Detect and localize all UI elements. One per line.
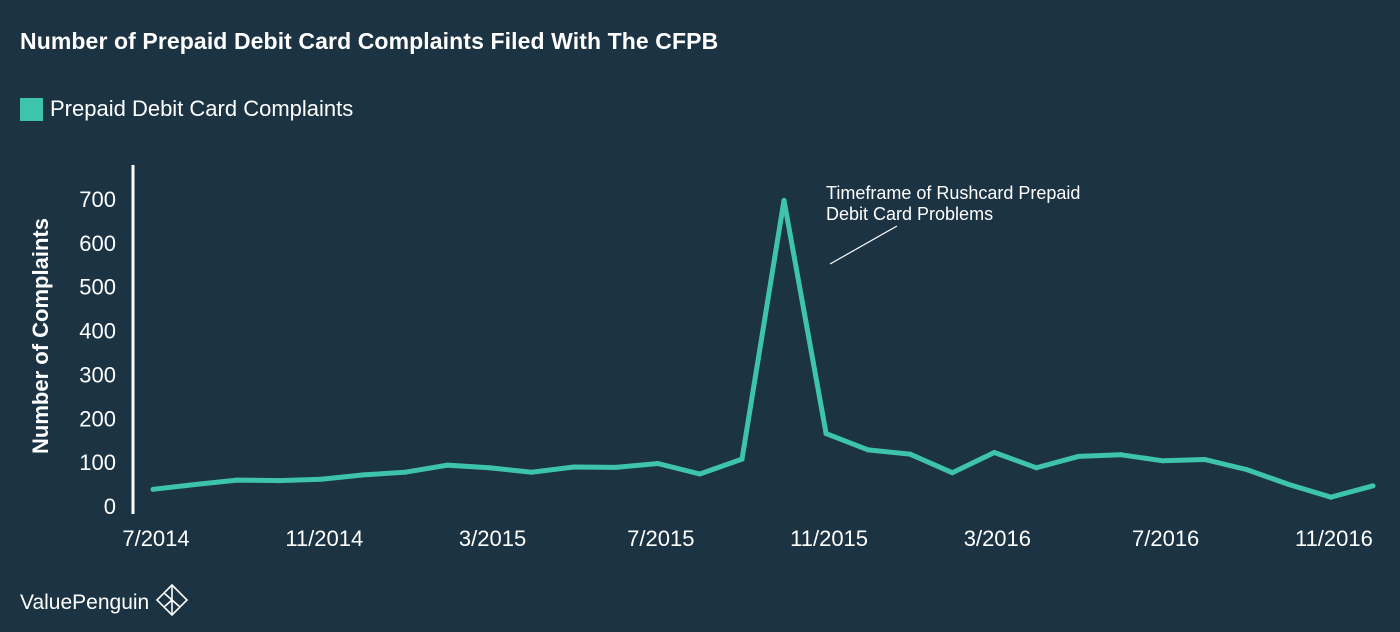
data-point: [150, 486, 156, 492]
y-tick-label: 100: [79, 450, 116, 475]
y-tick-label: 200: [79, 406, 116, 431]
valuepenguin-logo-icon: [155, 583, 189, 622]
data-point: [1033, 465, 1039, 471]
data-point: [529, 469, 535, 475]
y-axis-label: Number of Complaints: [28, 218, 53, 454]
series: [150, 197, 1376, 500]
annotation-leader-line: [829, 225, 898, 265]
data-point: [781, 197, 787, 203]
x-tick-label: 7/2015: [627, 526, 694, 551]
data-point: [1370, 483, 1376, 489]
chart-title: Number of Prepaid Debit Card Complaints …: [20, 28, 719, 54]
data-point: [949, 470, 955, 476]
y-tick-label: 0: [104, 494, 116, 519]
data-point: [318, 476, 324, 482]
data-point: [1076, 453, 1082, 459]
data-point: [192, 482, 198, 488]
data-point: [697, 471, 703, 477]
data-point: [1160, 458, 1166, 464]
y-tick-label: 600: [79, 231, 116, 256]
data-point: [613, 464, 619, 470]
brand-name: ValuePenguin: [20, 590, 150, 614]
legend-swatch: [20, 97, 43, 121]
data-point: [360, 472, 366, 478]
legend-label: Prepaid Debit Card Complaints: [50, 96, 354, 121]
chart-legend: Prepaid Debit Card Complaints: [20, 96, 353, 122]
annotation-text-line1: Timeframe of Rushcard Prepaid: [826, 183, 1080, 203]
data-point: [823, 431, 829, 437]
data-point: [402, 469, 408, 475]
data-point: [571, 464, 577, 470]
data-point: [1244, 467, 1250, 473]
data-point: [1286, 482, 1292, 488]
x-tick-label: 3/2016: [964, 526, 1031, 551]
y-tick-label: 400: [79, 319, 116, 344]
series-line-prepaid-debit-card-complaints: [152, 199, 1374, 500]
data-point: [991, 449, 997, 455]
y-tick-label: 300: [79, 362, 116, 387]
data-point: [1328, 494, 1334, 500]
data-point: [444, 462, 450, 468]
data-point: [1202, 457, 1208, 463]
x-tick-label: 3/2015: [459, 526, 526, 551]
y-tick-label: 700: [79, 187, 116, 212]
data-point: [655, 460, 661, 466]
tick-labels: 0 100 200 300 400 500 600 700 7/2014 11/2014 3/201…: [79, 187, 1373, 551]
x-tick-label: 11/2015: [790, 526, 868, 551]
x-tick-label: 7/2014: [122, 526, 189, 551]
brand-footer: ValuePenguin: [20, 583, 189, 622]
data-point: [276, 478, 282, 484]
data-point: [865, 447, 871, 453]
data-point: [487, 465, 493, 471]
data-point: [1118, 452, 1124, 458]
x-tick-label: 7/2016: [1132, 526, 1199, 551]
data-point: [739, 456, 745, 462]
data-point: [234, 477, 240, 483]
x-tick-label: 11/2016: [1295, 526, 1373, 551]
x-tick-label: 11/2014: [285, 526, 363, 551]
data-point: [907, 451, 913, 457]
y-tick-label: 500: [79, 275, 116, 300]
annotation-text-line2: Debit Card Problems: [826, 204, 993, 224]
